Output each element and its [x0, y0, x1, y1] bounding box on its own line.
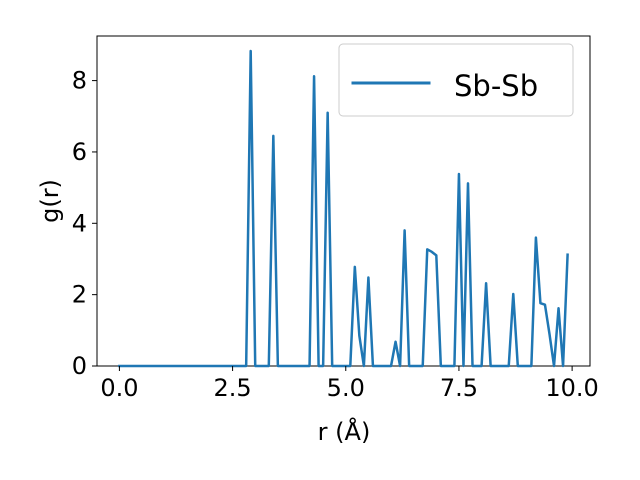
- y-axis: 0 2 4 6 8: [72, 67, 97, 380]
- x-tick-label: 10.0: [545, 374, 598, 402]
- legend-entry-sb-sb: Sb-Sb: [454, 69, 538, 103]
- x-tick-label: 2.5: [214, 374, 252, 402]
- x-axis: 0.0 2.5 5.0 7.5 10.0: [100, 366, 599, 402]
- x-tick-label: 0.0: [100, 374, 138, 402]
- y-tick-label: 4: [72, 209, 87, 237]
- y-tick-label: 6: [72, 138, 87, 166]
- series-line-sb-sb: [118, 49, 569, 368]
- x-axis-label: r (Å): [318, 417, 371, 446]
- series-layer: [118, 49, 569, 368]
- x-tick-label: 5.0: [327, 374, 365, 402]
- y-tick-label: 0: [72, 352, 87, 380]
- y-tick-label: 8: [72, 67, 87, 95]
- legend: Sb-Sb: [338, 43, 574, 117]
- y-axis-label: g(r): [36, 179, 64, 223]
- legend-frame: [338, 43, 574, 117]
- x-tick-label: 7.5: [440, 374, 478, 402]
- y-tick-label: 2: [72, 281, 87, 309]
